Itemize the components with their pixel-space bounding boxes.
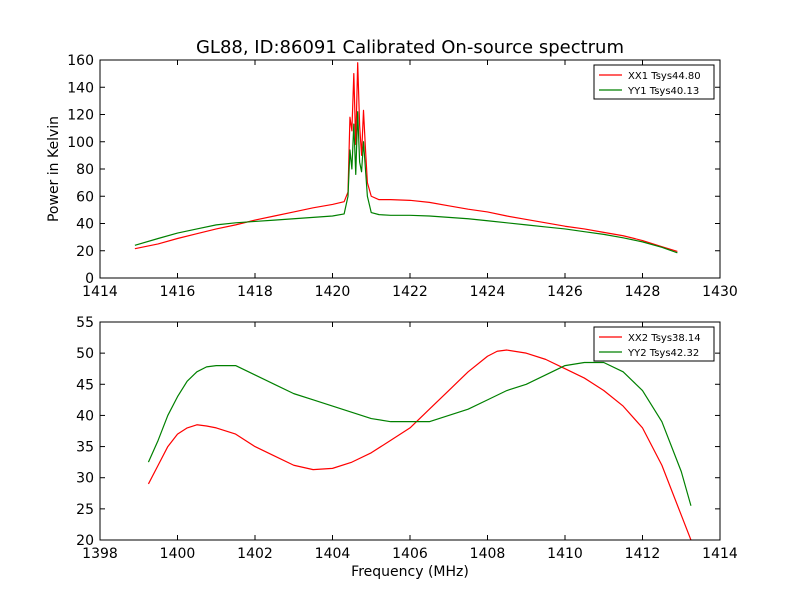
x-axis-label-bottom: Frequency (MHz) xyxy=(351,564,469,580)
bottom-legend: XX2 Tsys38.14 YY2 Tsys42.32 xyxy=(593,326,715,362)
bottom-legend-box xyxy=(593,326,715,362)
x-tick-label: 1416 xyxy=(160,284,196,300)
y-tick-label: 120 xyxy=(67,108,94,124)
x-tick-label: 1404 xyxy=(315,546,351,562)
y-tick-label: 40 xyxy=(76,217,94,233)
series-line-yy1 xyxy=(134,111,678,254)
series-line-xx1 xyxy=(134,62,678,253)
bottom-spectrum-panel: Frequency (MHz) 1398 1400 1402 1404 1406 1408… xyxy=(76,315,738,580)
y-tick-label: 160 xyxy=(67,53,94,69)
bottom-legend-label-yy2: YY2 Tsys42.32 xyxy=(627,348,699,359)
x-tick-label: 1402 xyxy=(237,546,273,562)
x-tick-label: 1424 xyxy=(470,284,506,300)
y-tick-label: 55 xyxy=(76,315,94,331)
top-legend-label-xx1: XX1 Tsys44.80 xyxy=(628,71,701,82)
x-tick-label: 1414 xyxy=(702,546,738,562)
y-tick-label: 35 xyxy=(76,440,94,456)
y-axis-label-top: Power in Kelvin xyxy=(46,116,62,222)
x-tick-label: 1428 xyxy=(625,284,661,300)
top-plot-area: 1414 1416 1418 1420 1422 1424 1426 1428 1430 0 20 4… xyxy=(67,53,738,300)
x-tick-label: 1412 xyxy=(625,546,661,562)
x-tick-label: 1410 xyxy=(547,546,583,562)
top-legend: XX1 Tsys44.80 YY1 Tsys40.13 xyxy=(593,64,715,100)
top-legend-box xyxy=(593,64,715,100)
series-line-xx2 xyxy=(147,349,692,540)
y-tick-label: 60 xyxy=(76,189,94,205)
top-spectrum-panel: GL88, ID:86091 Calibrated On-source spec… xyxy=(46,37,738,300)
top-legend-label-yy1: YY1 Tsys40.13 xyxy=(627,86,699,97)
x-tick-label: 1422 xyxy=(392,284,428,300)
x-tick-label: 1400 xyxy=(160,546,196,562)
y-tick-label: 45 xyxy=(76,377,94,393)
x-tick-label: 1414 xyxy=(82,284,118,300)
bottom-plot-area: 1398 1400 1402 1404 1406 1408 1410 1412 1414 20 25… xyxy=(76,315,738,562)
x-tick-label: 1426 xyxy=(547,284,583,300)
y-tick-label: 0 xyxy=(85,271,94,287)
x-tick-label: 1406 xyxy=(392,546,428,562)
y-tick-label: 50 xyxy=(76,346,94,362)
y-tick-label: 25 xyxy=(76,502,94,518)
y-tick-label: 140 xyxy=(67,80,94,96)
x-tick-label: 1420 xyxy=(315,284,351,300)
bottom-legend-label-xx2: XX2 Tsys38.14 xyxy=(628,333,701,344)
y-tick-label: 20 xyxy=(76,244,94,260)
y-tick-label: 30 xyxy=(76,471,94,487)
y-tick-label: 80 xyxy=(76,162,94,178)
x-tick-label: 1430 xyxy=(702,284,738,300)
y-tick-label: 40 xyxy=(76,408,94,424)
y-tick-label: 100 xyxy=(67,135,94,151)
chart-title: GL88, ID:86091 Calibrated On-source spec… xyxy=(196,37,624,58)
x-tick-label: 1408 xyxy=(470,546,506,562)
x-tick-label: 1418 xyxy=(237,284,273,300)
y-tick-label: 20 xyxy=(76,533,94,549)
series-line-yy2 xyxy=(147,361,692,506)
x-tick-label: 1398 xyxy=(82,546,118,562)
